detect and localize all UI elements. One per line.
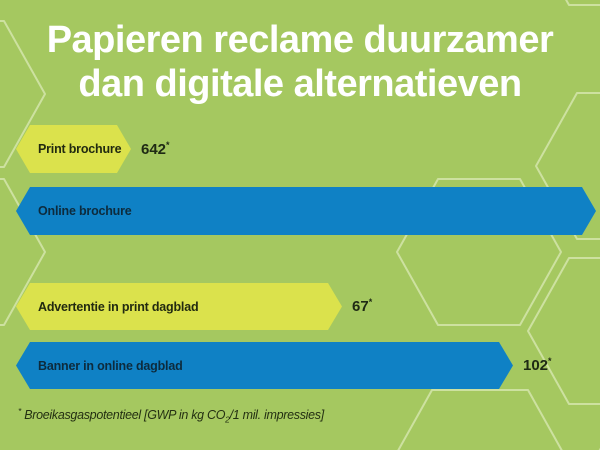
bar-row-online-brochure: Online brochure xyxy=(16,187,596,235)
bar-print-brochure: Print brochure xyxy=(16,125,131,173)
asterisk-marker: * xyxy=(166,139,170,150)
value-number: 642 xyxy=(141,140,167,158)
value-number: 67 xyxy=(352,298,369,315)
footnote-co2-subscript: 2 xyxy=(225,414,230,425)
bar-banner-online-dagblad: Banner in online dagblad xyxy=(16,342,513,389)
value-number: 102 xyxy=(523,357,549,374)
bar-label-print-brochure: Print brochure xyxy=(38,142,122,156)
hexagon-outline xyxy=(396,178,562,326)
hexagon-outline xyxy=(565,0,600,6)
bar-label-advertentie-print: Advertentie in print dagblad xyxy=(38,299,199,314)
bar-value-advertentie-print: 67* xyxy=(352,297,373,316)
hexagon-outline xyxy=(0,178,46,326)
hexagon-outline xyxy=(397,389,563,450)
hexagon-outline xyxy=(535,92,600,240)
asterisk-marker: * xyxy=(368,297,373,307)
footnote-text-pre: Broeikasgaspotentieel [GWP in kg CO xyxy=(21,408,226,422)
bar-label-banner-online: Banner in online dagblad xyxy=(38,358,183,373)
footnote-asterisk: * xyxy=(18,405,22,416)
bar-value-banner-online: 102* xyxy=(523,356,552,375)
title-line-1: Papieren reclame duurzamer xyxy=(46,19,554,61)
hexagon-outline xyxy=(598,447,600,450)
footnote: * Broeikasgaspotentieel [GWP in kg CO2/1… xyxy=(18,405,325,425)
bar-row-advertentie-print: Advertentie in print dagblad 67* xyxy=(16,283,372,330)
title-line-2: dan digitale alternatieven xyxy=(78,63,522,105)
asterisk-marker: * xyxy=(548,356,552,366)
bar-label-online-brochure: Online brochure xyxy=(38,204,132,218)
page-title: Papieren reclame duurzamer dan digitale … xyxy=(0,18,600,106)
footnote-text-post: /1 mil. impressies] xyxy=(229,408,325,422)
hexagon-outline xyxy=(527,257,600,405)
bar-row-print-brochure: Print brochure 642* xyxy=(16,125,170,173)
bar-advertentie-print-dagblad: Advertentie in print dagblad xyxy=(16,283,342,330)
hexagon-outline xyxy=(0,20,46,168)
bar-online-brochure: Online brochure xyxy=(16,187,596,235)
bar-value-print-brochure: 642* xyxy=(141,139,170,158)
bar-row-banner-online: Banner in online dagblad 102* xyxy=(16,342,552,389)
